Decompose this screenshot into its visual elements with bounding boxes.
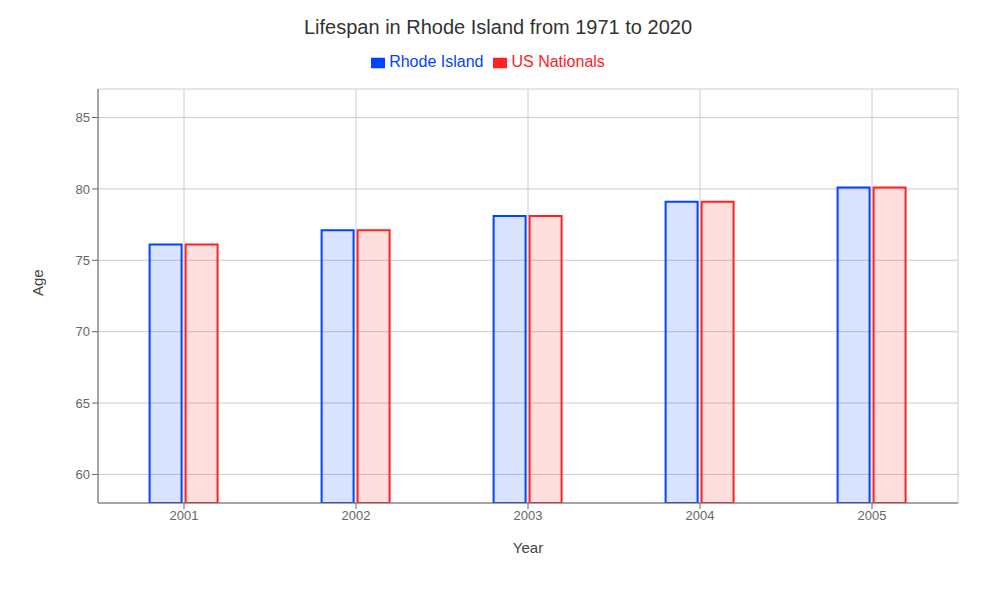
svg-text:70: 70 bbox=[76, 324, 90, 339]
html-text:Rhode Island: Rhode Island bbox=[389, 53, 484, 70]
svg-text:2003: 2003 bbox=[514, 508, 543, 523]
svg-text:2005: 2005 bbox=[858, 508, 887, 523]
svg-text:60: 60 bbox=[76, 467, 90, 482]
svg-text:80: 80 bbox=[76, 182, 90, 197]
svg-text:Age: Age bbox=[29, 269, 46, 296]
svg-text:75: 75 bbox=[76, 253, 90, 268]
svg-text:Year: Year bbox=[513, 539, 543, 556]
svg-text:65: 65 bbox=[76, 396, 90, 411]
svg-text:85: 85 bbox=[76, 110, 90, 125]
html-text:US Nationals: US Nationals bbox=[511, 53, 605, 70]
svg-text:2001: 2001 bbox=[170, 508, 199, 523]
html-text:Lifespan in Rhode Island from: Lifespan in Rhode Island from 1971 to 20… bbox=[304, 16, 692, 38]
svg-text:2004: 2004 bbox=[686, 508, 715, 523]
svg-text:2002: 2002 bbox=[342, 508, 371, 523]
